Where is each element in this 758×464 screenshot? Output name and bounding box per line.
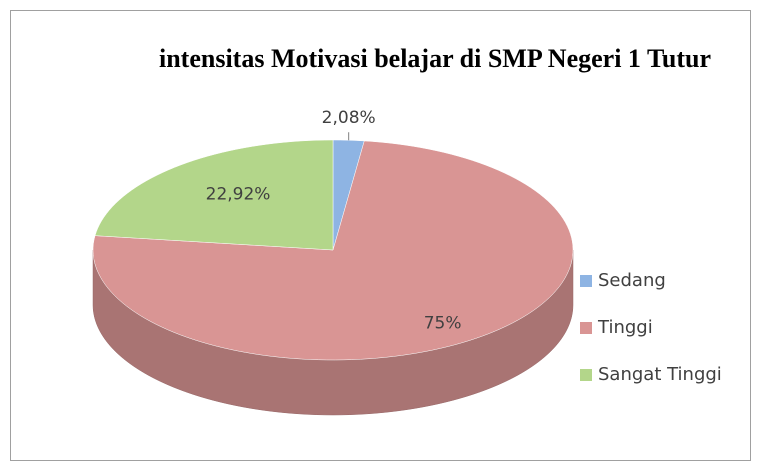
legend-swatch	[580, 275, 592, 287]
legend-swatch	[580, 369, 592, 381]
legend-label: Sangat Tinggi	[598, 364, 722, 385]
chart-title: intensitas Motivasi belajar di SMP Neger…	[158, 44, 712, 73]
data-label: 22,92%	[206, 184, 271, 204]
legend-label: Sedang	[598, 270, 666, 291]
data-label: 75%	[424, 313, 462, 333]
data-label: 2,08%	[322, 108, 376, 128]
legend-label: Tinggi	[597, 317, 653, 338]
legend-swatch	[580, 322, 592, 334]
pie-slice	[94, 139, 334, 251]
pie-slice	[92, 140, 574, 361]
